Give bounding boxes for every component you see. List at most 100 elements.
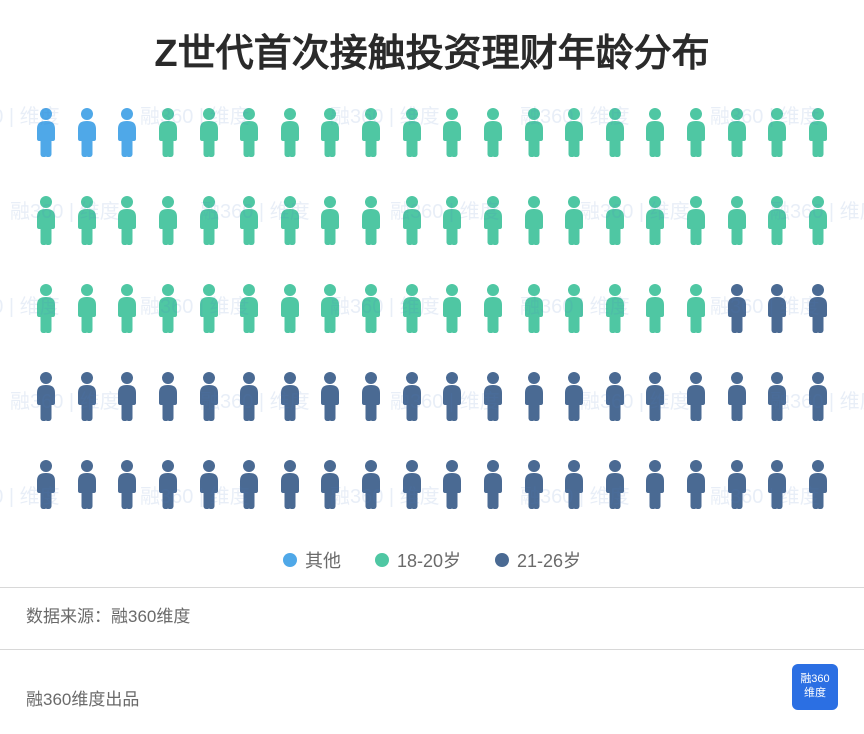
person-icon bbox=[32, 195, 60, 245]
person-icon bbox=[73, 283, 101, 333]
person-icon bbox=[195, 459, 223, 509]
person-icon bbox=[560, 283, 588, 333]
badge-line2: 维度 bbox=[804, 687, 826, 701]
person-icon bbox=[438, 283, 466, 333]
legend-dot bbox=[495, 553, 509, 567]
person-icon bbox=[763, 107, 791, 157]
person-icon bbox=[73, 107, 101, 157]
person-icon bbox=[804, 459, 832, 509]
person-icon bbox=[479, 283, 507, 333]
person-icon bbox=[316, 459, 344, 509]
person-icon bbox=[73, 371, 101, 421]
person-icon bbox=[520, 107, 548, 157]
person-icon bbox=[682, 459, 710, 509]
person-icon bbox=[316, 283, 344, 333]
person-icon bbox=[154, 371, 182, 421]
person-icon bbox=[154, 459, 182, 509]
person-icon bbox=[195, 107, 223, 157]
chart-title: Z世代首次接触投资理财年龄分布 bbox=[0, 0, 864, 107]
person-icon bbox=[560, 459, 588, 509]
person-icon bbox=[723, 371, 751, 421]
person-icon bbox=[316, 107, 344, 157]
person-icon bbox=[601, 459, 629, 509]
person-icon bbox=[113, 371, 141, 421]
person-icon bbox=[723, 107, 751, 157]
pictogram-row bbox=[32, 107, 832, 157]
person-icon bbox=[154, 283, 182, 333]
person-icon bbox=[520, 283, 548, 333]
person-icon bbox=[316, 371, 344, 421]
person-icon bbox=[398, 283, 426, 333]
person-icon bbox=[113, 283, 141, 333]
person-icon bbox=[276, 107, 304, 157]
legend-label: 21-26岁 bbox=[517, 547, 581, 573]
pictogram-row bbox=[32, 195, 832, 245]
pictogram-row bbox=[32, 371, 832, 421]
person-icon bbox=[32, 459, 60, 509]
person-icon bbox=[357, 371, 385, 421]
person-icon bbox=[113, 195, 141, 245]
person-icon bbox=[560, 195, 588, 245]
pictogram-chart bbox=[0, 107, 864, 509]
person-icon bbox=[763, 283, 791, 333]
person-icon bbox=[73, 195, 101, 245]
person-icon bbox=[479, 459, 507, 509]
person-icon bbox=[235, 371, 263, 421]
person-icon bbox=[479, 371, 507, 421]
legend: 其他 18-20岁 21-26岁 bbox=[0, 547, 864, 573]
person-icon bbox=[32, 283, 60, 333]
person-icon bbox=[641, 283, 669, 333]
person-icon bbox=[520, 195, 548, 245]
legend-label: 其他 bbox=[305, 547, 341, 573]
person-icon bbox=[235, 283, 263, 333]
person-icon bbox=[438, 459, 466, 509]
person-icon bbox=[195, 371, 223, 421]
person-icon bbox=[276, 459, 304, 509]
person-icon bbox=[398, 195, 426, 245]
person-icon bbox=[316, 195, 344, 245]
person-icon bbox=[195, 283, 223, 333]
legend-dot bbox=[283, 553, 297, 567]
person-icon bbox=[601, 195, 629, 245]
person-icon bbox=[73, 459, 101, 509]
person-icon bbox=[357, 459, 385, 509]
person-icon bbox=[560, 107, 588, 157]
person-icon bbox=[154, 107, 182, 157]
person-icon bbox=[682, 371, 710, 421]
badge-line1: 融360 bbox=[800, 673, 829, 687]
person-icon bbox=[804, 107, 832, 157]
pictogram-row bbox=[32, 459, 832, 509]
legend-dot bbox=[375, 553, 389, 567]
person-icon bbox=[723, 459, 751, 509]
person-icon bbox=[520, 371, 548, 421]
person-icon bbox=[641, 459, 669, 509]
producer-footer: 融360维度出品 融360 维度 bbox=[0, 649, 864, 732]
person-icon bbox=[357, 107, 385, 157]
legend-item: 18-20岁 bbox=[375, 547, 461, 573]
source-footer: 数据来源：融360维度 bbox=[0, 587, 864, 649]
person-icon bbox=[438, 371, 466, 421]
person-icon bbox=[804, 195, 832, 245]
person-icon bbox=[438, 107, 466, 157]
person-icon bbox=[763, 371, 791, 421]
person-icon bbox=[235, 459, 263, 509]
legend-label: 18-20岁 bbox=[397, 547, 461, 573]
person-icon bbox=[641, 107, 669, 157]
person-icon bbox=[601, 283, 629, 333]
person-icon bbox=[398, 107, 426, 157]
person-icon bbox=[235, 195, 263, 245]
person-icon bbox=[682, 195, 710, 245]
legend-item: 21-26岁 bbox=[495, 547, 581, 573]
producer-label: 融360维度出品 bbox=[26, 685, 139, 710]
person-icon bbox=[276, 371, 304, 421]
person-icon bbox=[235, 107, 263, 157]
person-icon bbox=[154, 195, 182, 245]
person-icon bbox=[479, 195, 507, 245]
pictogram-row bbox=[32, 283, 832, 333]
person-icon bbox=[641, 195, 669, 245]
person-icon bbox=[398, 371, 426, 421]
person-icon bbox=[113, 107, 141, 157]
person-icon bbox=[357, 195, 385, 245]
person-icon bbox=[560, 371, 588, 421]
person-icon bbox=[398, 459, 426, 509]
